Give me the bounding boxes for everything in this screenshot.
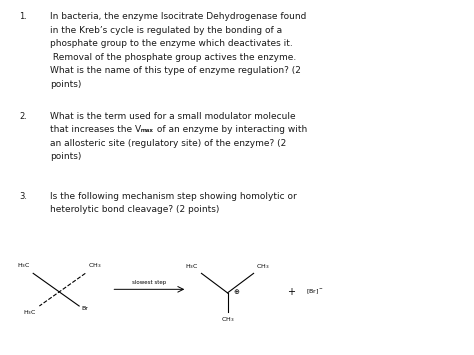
Text: 2.: 2.	[19, 112, 27, 121]
Text: 3.: 3.	[19, 192, 27, 201]
Text: H$_3$C: H$_3$C	[17, 261, 31, 270]
Text: H$_3$C: H$_3$C	[185, 262, 199, 271]
Text: H$_3$C: H$_3$C	[23, 308, 37, 317]
Text: points): points)	[50, 152, 81, 161]
Text: Removal of the phosphate group actives the enzyme.: Removal of the phosphate group actives t…	[50, 53, 296, 62]
Text: max: max	[141, 128, 154, 133]
Text: an allosteric site (regulatory site) of the enzyme? (2: an allosteric site (regulatory site) of …	[50, 139, 286, 148]
Text: phosphate group to the enzyme which deactivates it.: phosphate group to the enzyme which deac…	[50, 39, 292, 48]
Text: max: max	[141, 128, 154, 133]
Text: of an enzyme by interacting with: of an enzyme by interacting with	[154, 125, 307, 134]
Text: CH$_3$: CH$_3$	[221, 315, 234, 324]
Text: CH$_3$: CH$_3$	[88, 261, 101, 270]
Text: What is the name of this type of enzyme regulation? (2: What is the name of this type of enzyme …	[50, 66, 301, 75]
Text: 1.: 1.	[19, 12, 27, 21]
Text: slowest step: slowest step	[132, 280, 166, 285]
Text: in the Kreb’s cycle is regulated by the bonding of a: in the Kreb’s cycle is regulated by the …	[50, 26, 282, 35]
Text: heterolytic bond cleavage? (2 points): heterolytic bond cleavage? (2 points)	[50, 205, 219, 214]
Text: What is the term used for a small modulator molecule: What is the term used for a small modula…	[50, 112, 295, 121]
Text: Is the following mechanism step showing homolytic or: Is the following mechanism step showing …	[50, 192, 297, 201]
Text: $\oplus$: $\oplus$	[233, 287, 240, 296]
Text: points): points)	[50, 80, 81, 89]
Text: $\mathdefault{[Br]}^-$: $\mathdefault{[Br]}^-$	[306, 288, 324, 296]
Text: CH$_3$: CH$_3$	[256, 262, 269, 271]
Text: that increases the V: that increases the V	[50, 125, 141, 134]
Text: In bacteria, the enzyme Isocitrate Dehydrogenase found: In bacteria, the enzyme Isocitrate Dehyd…	[50, 12, 306, 21]
Text: Br: Br	[82, 306, 89, 311]
Text: +: +	[288, 287, 295, 297]
